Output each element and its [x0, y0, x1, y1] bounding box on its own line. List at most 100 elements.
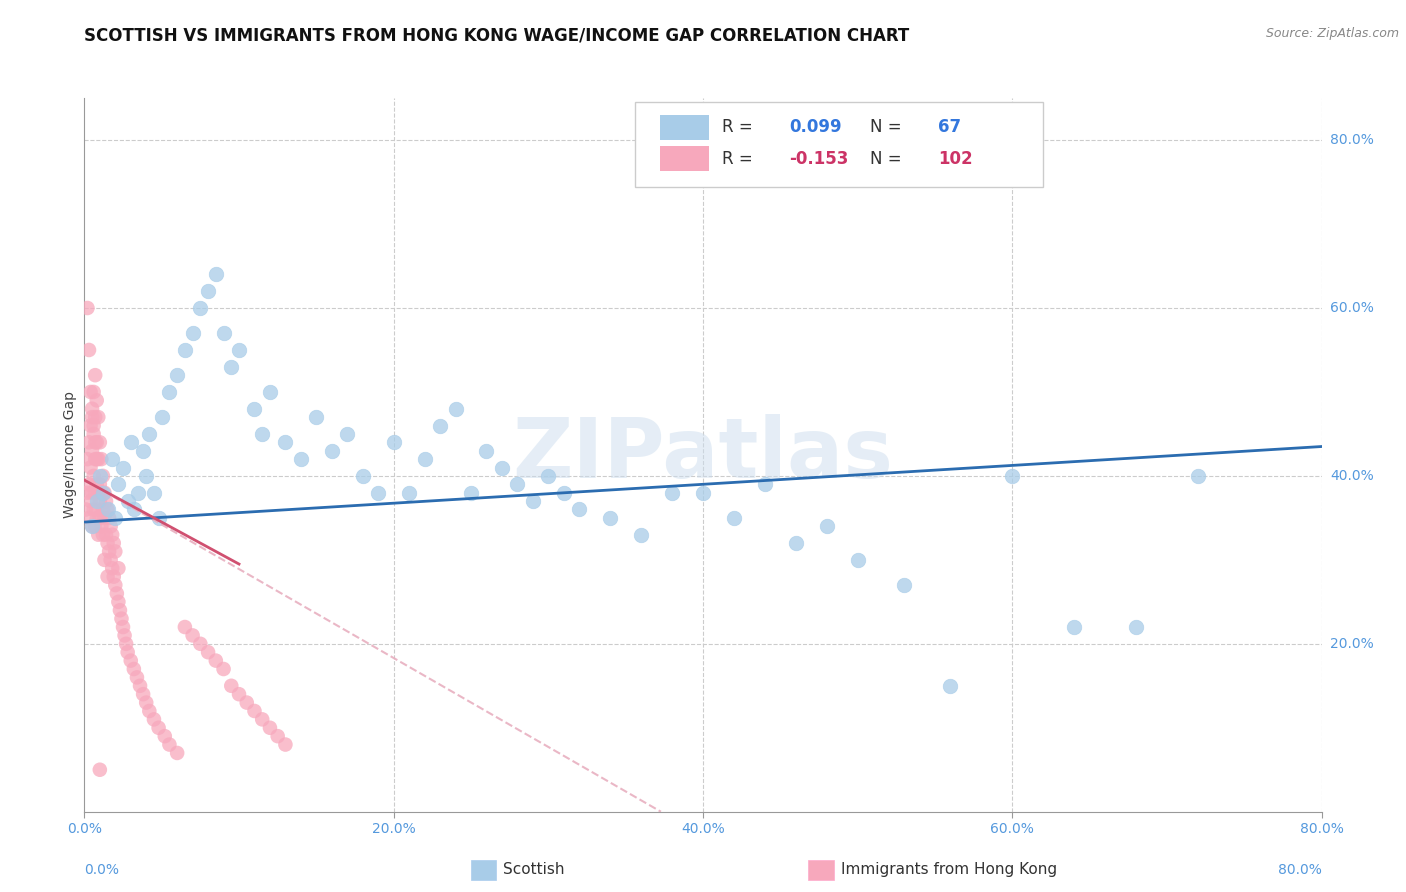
- FancyBboxPatch shape: [659, 114, 709, 139]
- Point: [274, 435, 297, 450]
- Point: [76, 301, 98, 315]
- Point: [93, 485, 115, 500]
- Point: [82, 443, 104, 458]
- Point: [101, 561, 124, 575]
- Point: [506, 477, 529, 491]
- Text: SCOTTISH VS IMMIGRANTS FROM HONG KONG WAGE/INCOME GAP CORRELATION CHART: SCOTTISH VS IMMIGRANTS FROM HONG KONG WA…: [84, 27, 910, 45]
- Point: [90, 485, 112, 500]
- Point: [89, 763, 111, 777]
- Point: [94, 527, 117, 541]
- Point: [444, 401, 467, 416]
- Point: [110, 612, 132, 626]
- Point: [212, 662, 235, 676]
- FancyBboxPatch shape: [636, 102, 1043, 187]
- Point: [103, 536, 125, 550]
- Point: [89, 469, 111, 483]
- Point: [83, 469, 105, 483]
- Point: [79, 418, 101, 433]
- Point: [117, 645, 139, 659]
- Point: [87, 410, 110, 425]
- Point: [82, 485, 104, 500]
- Point: [100, 519, 122, 533]
- Text: Immigrants from Hong Kong: Immigrants from Hong Kong: [841, 863, 1057, 877]
- Point: [86, 477, 108, 491]
- Point: [82, 519, 104, 533]
- Point: [129, 679, 152, 693]
- Point: [84, 410, 107, 425]
- Point: [460, 485, 482, 500]
- Point: [522, 494, 544, 508]
- Text: Source: ZipAtlas.com: Source: ZipAtlas.com: [1265, 27, 1399, 40]
- Point: [122, 502, 145, 516]
- Text: 0.0%: 0.0%: [84, 863, 120, 877]
- Point: [77, 435, 100, 450]
- Point: [82, 401, 104, 416]
- Point: [105, 586, 128, 600]
- Point: [96, 536, 118, 550]
- Point: [243, 401, 266, 416]
- Point: [413, 452, 436, 467]
- Point: [893, 578, 915, 592]
- Point: [87, 452, 110, 467]
- Text: 67: 67: [938, 119, 962, 136]
- Point: [1125, 620, 1147, 634]
- Point: [188, 301, 211, 315]
- Point: [83, 426, 105, 441]
- Point: [96, 502, 118, 516]
- Point: [108, 603, 131, 617]
- Text: 40.0%: 40.0%: [1330, 469, 1374, 483]
- Point: [115, 637, 138, 651]
- Point: [76, 485, 98, 500]
- Text: -0.153: -0.153: [790, 150, 849, 168]
- Point: [94, 494, 117, 508]
- Point: [90, 519, 112, 533]
- Point: [89, 435, 111, 450]
- Point: [243, 704, 266, 718]
- Point: [205, 268, 228, 282]
- Text: 80.0%: 80.0%: [1278, 863, 1322, 877]
- Point: [76, 452, 98, 467]
- Point: [153, 729, 176, 743]
- Point: [143, 712, 166, 726]
- Text: 80.0%: 80.0%: [1330, 133, 1374, 147]
- Text: 60.0%: 60.0%: [1330, 301, 1374, 315]
- Point: [127, 485, 149, 500]
- Point: [267, 729, 290, 743]
- Point: [84, 485, 107, 500]
- Point: [205, 654, 228, 668]
- Point: [120, 435, 142, 450]
- Point: [112, 620, 135, 634]
- Point: [382, 435, 405, 450]
- Point: [599, 511, 621, 525]
- Point: [79, 384, 101, 399]
- Point: [86, 435, 108, 450]
- Point: [82, 410, 104, 425]
- Point: [138, 704, 160, 718]
- Text: N =: N =: [870, 150, 907, 168]
- Point: [77, 343, 100, 357]
- Point: [101, 452, 124, 467]
- Point: [166, 368, 188, 383]
- Point: [174, 620, 197, 634]
- Point: [250, 712, 273, 726]
- Point: [135, 469, 157, 483]
- Point: [259, 384, 281, 399]
- Point: [87, 485, 110, 500]
- Point: [815, 519, 838, 533]
- Point: [89, 477, 111, 491]
- Point: [84, 368, 107, 383]
- Point: [89, 494, 111, 508]
- Point: [197, 645, 219, 659]
- Point: [79, 460, 101, 475]
- Point: [103, 569, 125, 583]
- Point: [553, 485, 575, 500]
- Point: [250, 426, 273, 441]
- Point: [537, 469, 560, 483]
- Point: [939, 679, 962, 693]
- Point: [101, 527, 124, 541]
- Point: [91, 527, 114, 541]
- Point: [84, 452, 107, 467]
- Point: [120, 654, 142, 668]
- Point: [112, 460, 135, 475]
- Point: [83, 502, 105, 516]
